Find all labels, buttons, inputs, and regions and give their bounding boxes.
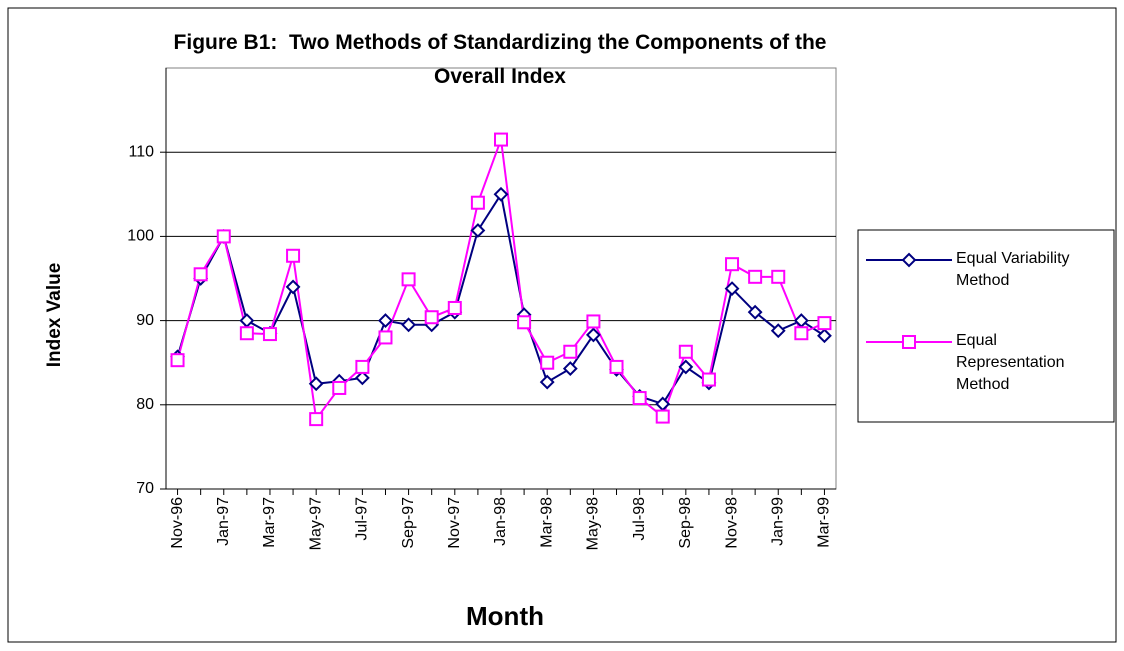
point bbox=[701, 372, 716, 387]
point bbox=[447, 300, 462, 315]
chart-title: Figure B1: Two Methods of Standardizing … bbox=[173, 31, 833, 88]
legend-marker bbox=[902, 335, 916, 349]
point bbox=[239, 326, 254, 341]
point bbox=[539, 374, 555, 390]
point bbox=[748, 269, 763, 284]
point bbox=[494, 132, 508, 147]
point bbox=[286, 248, 301, 263]
x-tick-label: Jul-98 bbox=[631, 497, 648, 541]
x-tick-label: Jan-99 bbox=[769, 497, 786, 546]
point bbox=[354, 370, 370, 386]
x-tick-label: Mar-99 bbox=[816, 497, 833, 548]
point bbox=[170, 353, 185, 368]
x-tick-label: Mar-98 bbox=[538, 497, 555, 548]
legend-marker bbox=[901, 252, 917, 268]
x-axis-label: Month bbox=[466, 601, 544, 631]
point bbox=[262, 327, 277, 342]
point bbox=[770, 323, 786, 339]
x-tick-label: Sep-98 bbox=[677, 497, 694, 549]
x-tick-label: Sep-97 bbox=[400, 497, 417, 549]
point bbox=[794, 326, 809, 341]
legend-label: Equal Variability Method bbox=[956, 250, 1070, 289]
point bbox=[493, 186, 509, 202]
x-tick-label: Mar-97 bbox=[261, 497, 278, 548]
point bbox=[470, 195, 485, 210]
point bbox=[563, 344, 578, 359]
point bbox=[655, 409, 670, 424]
point bbox=[401, 272, 416, 287]
point bbox=[562, 361, 578, 377]
point bbox=[517, 315, 532, 330]
point bbox=[678, 344, 693, 359]
y-tick-label: 90 bbox=[136, 312, 154, 329]
point bbox=[609, 359, 624, 374]
point bbox=[540, 355, 555, 370]
point bbox=[678, 359, 694, 375]
x-tick-label: May-98 bbox=[585, 497, 602, 550]
point bbox=[355, 359, 370, 374]
y-axis-label: Index Value bbox=[44, 263, 65, 368]
point bbox=[332, 380, 347, 395]
point bbox=[470, 223, 486, 238]
y-tick-label: 70 bbox=[136, 480, 154, 497]
x-tick-label: Nov-98 bbox=[723, 497, 740, 549]
legend-label: Equal Representation Method bbox=[956, 332, 1065, 393]
point bbox=[401, 317, 417, 333]
legend-box bbox=[857, 229, 1115, 423]
point bbox=[747, 304, 763, 320]
x-tick-label: Nov-96 bbox=[169, 497, 186, 549]
x-tick-label: May-97 bbox=[307, 497, 324, 550]
plot-area bbox=[165, 67, 837, 490]
point bbox=[285, 279, 301, 295]
point bbox=[771, 269, 786, 284]
point bbox=[309, 412, 324, 427]
point bbox=[817, 316, 832, 331]
point bbox=[216, 229, 231, 244]
y-tick-label: 80 bbox=[136, 396, 154, 413]
x-tick-label: Nov-97 bbox=[446, 497, 463, 549]
x-tick-label: Jan-97 bbox=[215, 497, 232, 546]
x-tick-label: Jan-98 bbox=[492, 497, 509, 546]
point bbox=[424, 310, 439, 325]
point bbox=[725, 257, 740, 272]
point bbox=[586, 314, 601, 329]
y-tick-label: 110 bbox=[128, 143, 154, 160]
y-tick-label: 100 bbox=[127, 228, 154, 245]
point bbox=[585, 327, 601, 343]
point bbox=[632, 391, 647, 406]
point bbox=[308, 376, 324, 392]
point bbox=[378, 313, 393, 329]
point bbox=[193, 267, 208, 282]
point bbox=[378, 330, 393, 345]
point bbox=[724, 281, 740, 297]
x-tick-label: Jul-97 bbox=[354, 497, 371, 541]
point bbox=[817, 328, 832, 344]
